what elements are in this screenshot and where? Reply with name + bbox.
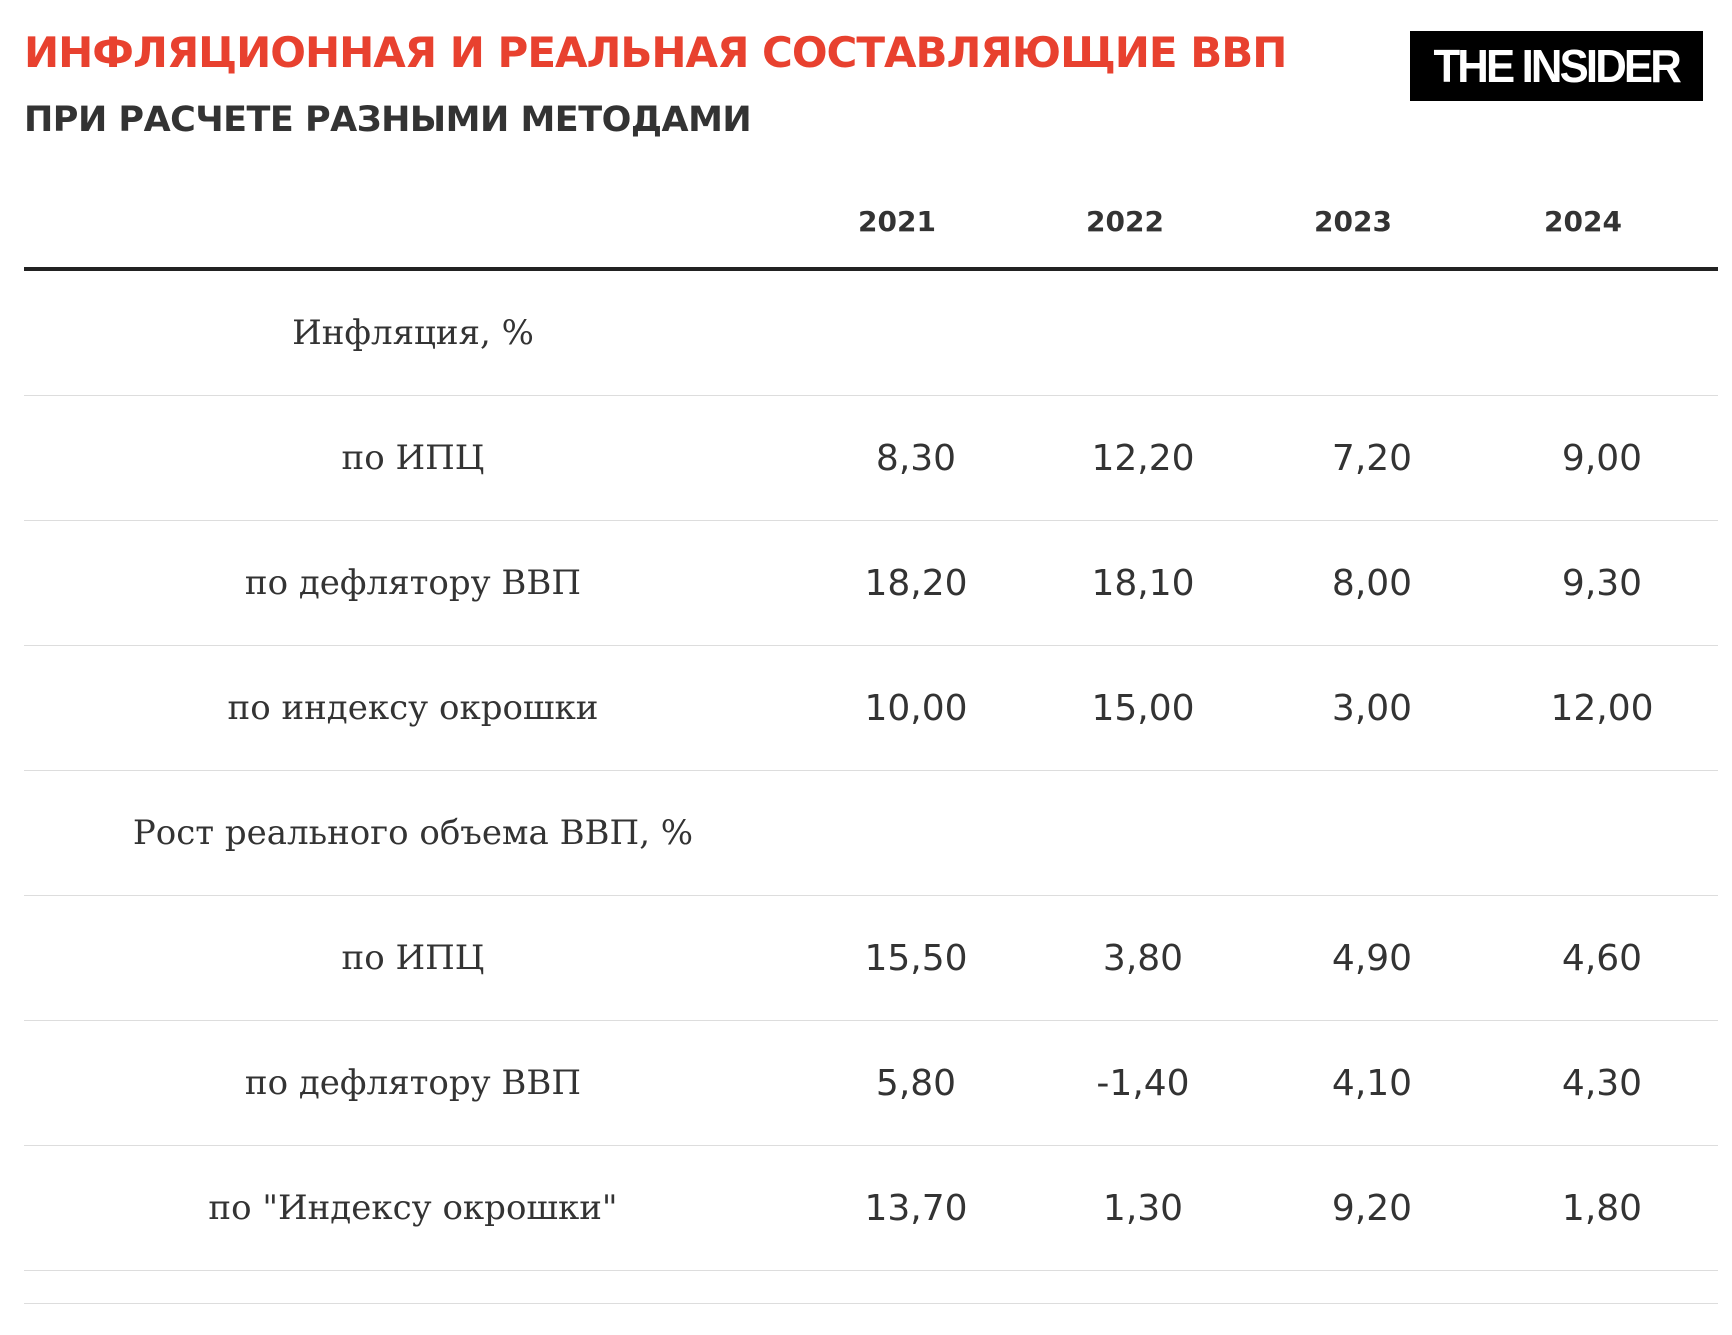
- table-row: по дефлятору ВВП 18,20 18,10 8,00 9,30: [24, 521, 1718, 646]
- column-header: 2024: [1544, 205, 1622, 238]
- table-cell: 5,80: [875, 1062, 957, 1104]
- row-label: Рост реального объема ВВП, %: [132, 813, 694, 853]
- table-cell: 7,20: [1331, 437, 1413, 479]
- table-cell: -1,40: [1096, 1062, 1190, 1104]
- table-cell: 1,80: [1561, 1187, 1643, 1229]
- chart-title: ИНФЛЯЦИОННАЯ И РЕАЛЬНАЯ СОСТАВЛЯЮЩИЕ ВВП: [24, 28, 1287, 77]
- row-label: по "Индексу окрошки": [208, 1188, 618, 1228]
- row-label: Инфляция, %: [292, 313, 534, 353]
- table-row: по дефлятору ВВП 5,80 -1,40 4,10 4,30: [24, 1021, 1718, 1146]
- table-row: Инфляция, %: [24, 271, 1718, 396]
- table-cell: 4,10: [1331, 1062, 1413, 1104]
- column-header: 2021: [858, 205, 936, 238]
- table-cell: 18,20: [864, 562, 968, 604]
- the-insider-logo: THE INSIDER: [1410, 31, 1703, 101]
- row-label: по дефлятору ВВП: [244, 563, 582, 603]
- column-header: 2022: [1086, 205, 1164, 238]
- table-cell: 4,90: [1331, 937, 1413, 979]
- table-cell: 4,30: [1561, 1062, 1643, 1104]
- table-cell: 3,80: [1102, 937, 1184, 979]
- table-row: по ИПЦ 8,30 12,20 7,20 9,00: [24, 396, 1718, 521]
- table-cell: 12,20: [1091, 437, 1195, 479]
- table-cell: 13,70: [864, 1187, 968, 1229]
- header-divider: [24, 267, 1718, 271]
- table-cell: 1,30: [1102, 1187, 1184, 1229]
- table-cell: 4,60: [1561, 937, 1643, 979]
- table-cell: 15,00: [1091, 687, 1195, 729]
- table-row: по "Индексу окрошки" 13,70 1,30 9,20 1,80: [24, 1146, 1718, 1271]
- table-cell: 9,30: [1561, 562, 1643, 604]
- table-cell: 9,20: [1331, 1187, 1413, 1229]
- table-row: по ИПЦ 15,50 3,80 4,90 4,60: [24, 896, 1718, 1021]
- table-row: по индексу окрошки 10,00 15,00 3,00 12,00: [24, 646, 1718, 771]
- table-cell: 3,00: [1331, 687, 1413, 729]
- row-label: по ИПЦ: [341, 938, 485, 978]
- row-label: по дефлятору ВВП: [244, 1063, 582, 1103]
- chart-subtitle: ПРИ РАСЧЕТЕ РАЗНЫМИ МЕТОДАМИ: [24, 100, 752, 140]
- table-row: Рост реального объема ВВП, %: [24, 771, 1718, 896]
- column-header: 2023: [1314, 205, 1392, 238]
- table-cell: 9,00: [1561, 437, 1643, 479]
- table-cell: 15,50: [864, 937, 968, 979]
- table-bottom-divider: [24, 1303, 1718, 1304]
- row-label: по индексу окрошки: [227, 688, 599, 728]
- table-cell: 18,10: [1091, 562, 1195, 604]
- table-cell: 8,30: [875, 437, 957, 479]
- logo-text: THE INSIDER: [1433, 40, 1682, 92]
- table-cell: 10,00: [864, 687, 968, 729]
- table-cell: 8,00: [1331, 562, 1413, 604]
- row-label: по ИПЦ: [341, 438, 485, 478]
- table-cell: 12,00: [1550, 687, 1654, 729]
